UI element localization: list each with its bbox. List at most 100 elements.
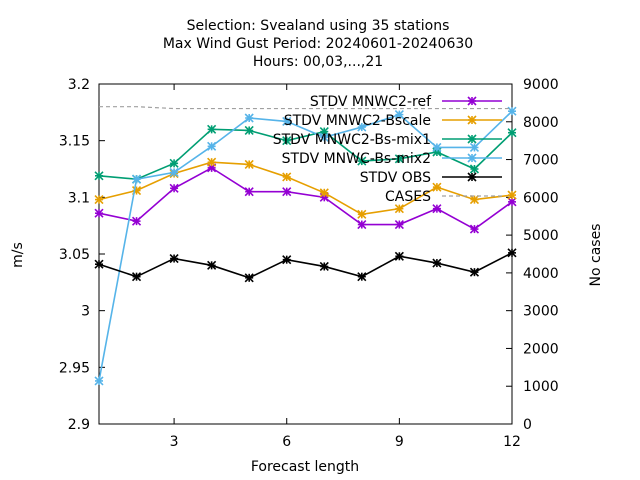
marker-stroke (207, 124, 217, 134)
y2-tick-label: 5000 (523, 228, 559, 244)
legend-entry-2: STDV MNWC2-Bs-mix1 (273, 132, 502, 148)
marker-stroke (432, 258, 442, 268)
marker-stroke (432, 182, 442, 192)
data-point (169, 158, 179, 168)
marker-stroke (207, 157, 217, 167)
marker-stroke (467, 115, 477, 125)
data-point (282, 172, 292, 182)
marker-stroke (469, 267, 480, 277)
series-3 (94, 106, 517, 386)
legend-label: STDV MNWC2-Bscale (284, 113, 431, 129)
y2-tick-label: 4000 (523, 266, 559, 282)
y2-tick-label: 9000 (523, 77, 559, 93)
marker-stroke (319, 188, 329, 198)
data-point (469, 224, 480, 234)
data-point (507, 128, 517, 138)
data-point (282, 116, 292, 126)
data-point (319, 188, 329, 198)
y2-tick-label: 2000 (523, 341, 559, 357)
y2-tick-label: 3000 (523, 304, 559, 320)
marker-stroke (319, 261, 329, 272)
marker-stroke (94, 195, 104, 205)
marker-stroke (244, 273, 254, 283)
data-point (469, 142, 480, 153)
series-line (98, 166, 513, 231)
data-point (207, 141, 217, 151)
data-point (169, 253, 179, 264)
data-point (131, 216, 142, 226)
data-point (469, 267, 480, 277)
data-point (469, 164, 480, 174)
marker-stroke (94, 259, 104, 269)
data-point (432, 258, 442, 268)
y2-tick-label: 8000 (523, 115, 559, 131)
data-point (131, 174, 142, 184)
series-line (98, 110, 513, 382)
data-point (357, 122, 367, 132)
data-point (169, 167, 179, 177)
series-0 (94, 163, 517, 234)
data-point (94, 259, 104, 269)
series-2 (94, 124, 517, 184)
data-point (394, 204, 404, 214)
data-point (244, 125, 254, 136)
data-point (94, 195, 104, 205)
data-point (244, 113, 254, 123)
marker-stroke (244, 113, 254, 123)
marker-stroke (507, 106, 517, 116)
legend-marker (467, 134, 477, 144)
data-point (357, 156, 367, 166)
marker-stroke (94, 376, 104, 386)
legend-marker (467, 172, 477, 182)
data-point (357, 219, 367, 230)
data-point (282, 136, 292, 146)
data-point (94, 171, 104, 181)
marker-stroke (282, 187, 292, 197)
marker-stroke (169, 183, 179, 193)
title-line-1: Selection: Svealand using 35 stations (187, 18, 450, 34)
data-point (282, 187, 292, 197)
series-1 (94, 157, 517, 219)
data-point (319, 261, 329, 272)
marker-stroke (357, 272, 367, 282)
marker-stroke (432, 142, 442, 153)
x-tick-label: 12 (503, 434, 521, 450)
marker-stroke (282, 116, 292, 126)
legend-entry-3: STDV MNWC-Bs-mix2 (282, 151, 502, 167)
marker-stroke (467, 96, 477, 106)
title-line-2: Max Wind Gust Period: 20240601-20240630 (163, 36, 473, 52)
series-layer (94, 106, 517, 386)
y2-tick-label: 6000 (523, 190, 559, 206)
marker-stroke (507, 197, 517, 207)
legend-label: STDV MNWC2-Bs-mix1 (273, 132, 431, 148)
y-tick-label: 3.05 (59, 247, 90, 263)
data-point (282, 255, 292, 265)
series-4 (94, 248, 517, 283)
marker-stroke (131, 216, 142, 226)
y-tick-label: 3.2 (68, 77, 90, 93)
data-point (94, 208, 104, 218)
x-tick-label: 9 (395, 434, 404, 450)
marker-stroke (282, 136, 292, 146)
marker-stroke (282, 172, 292, 182)
marker-stroke (357, 209, 367, 219)
marker-stroke (469, 164, 480, 174)
chart-title: Selection: Svealand using 35 stations Ma… (163, 18, 473, 70)
marker-stroke (469, 224, 480, 234)
marker-stroke (319, 132, 329, 142)
marker-stroke (357, 156, 367, 166)
data-point (357, 209, 367, 219)
y2-axis-label: No cases (588, 224, 604, 287)
legend: STDV MNWC2-ref STDV MNWC2-Bscale STDV MNWC… (273, 94, 502, 205)
marker-stroke (394, 251, 404, 261)
marker-stroke (94, 171, 104, 181)
marker-stroke (169, 158, 179, 168)
y-tick-label: 3.1 (68, 190, 90, 206)
marker-stroke (394, 219, 404, 230)
marker-stroke (207, 141, 217, 151)
data-point (469, 195, 480, 205)
data-point (207, 124, 217, 134)
legend-marker (467, 96, 477, 106)
y2-tick-label: 0 (523, 417, 532, 433)
series-line (98, 252, 513, 279)
